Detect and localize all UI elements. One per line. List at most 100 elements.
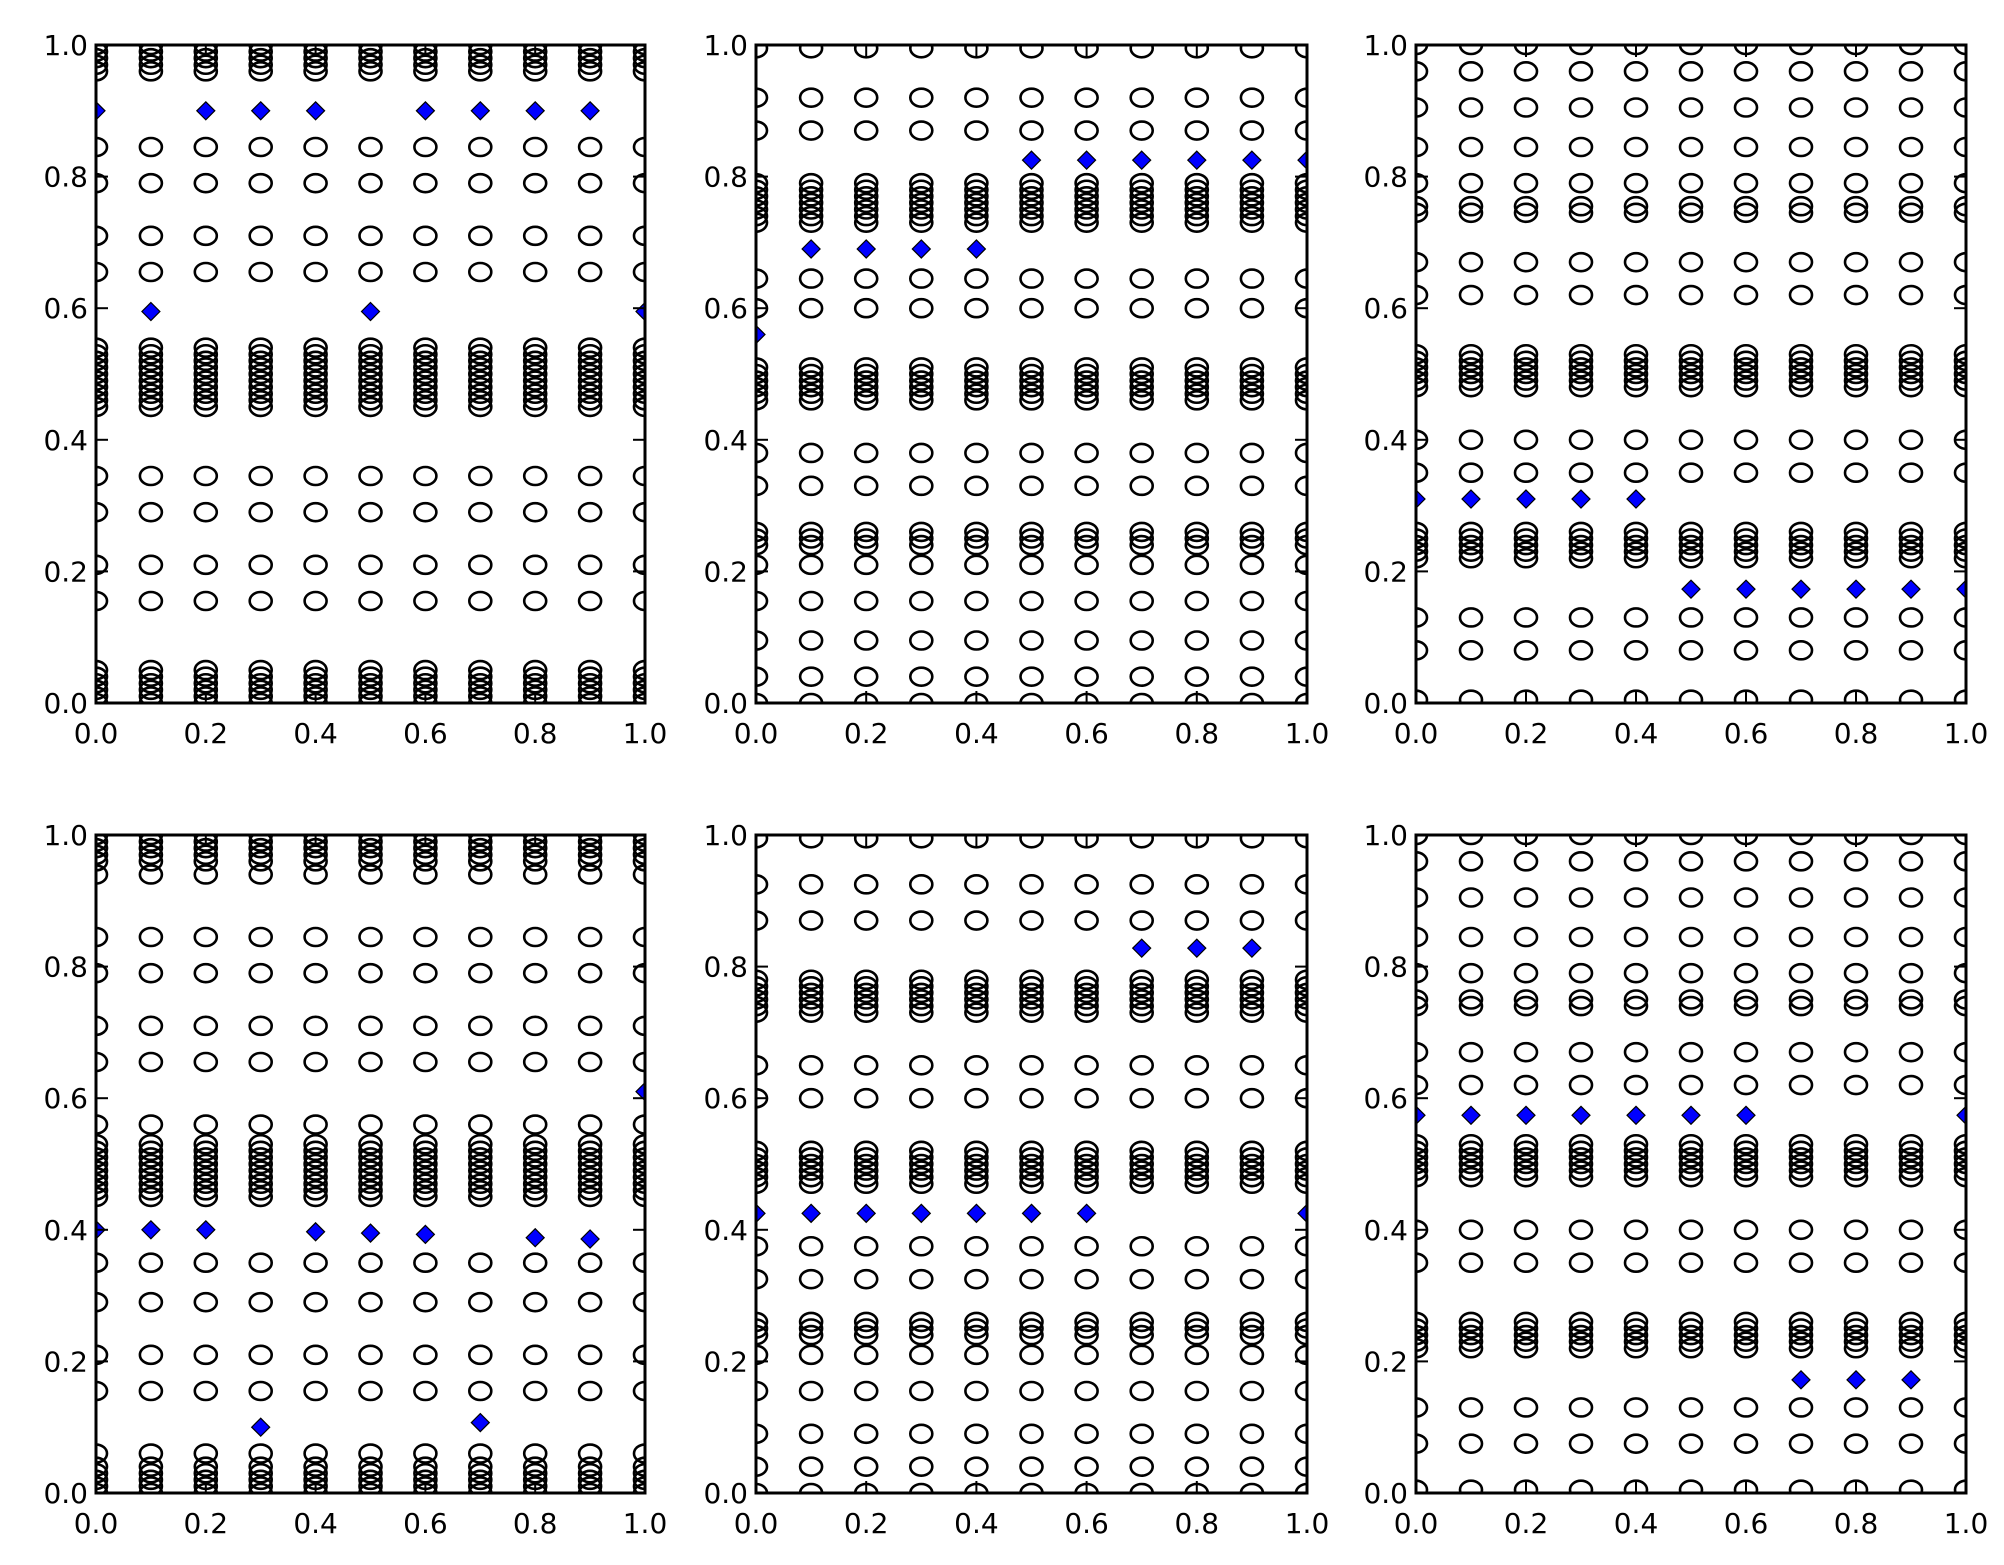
circle-marker [1843, 887, 1869, 908]
circle-marker [1074, 205, 1099, 227]
circle-marker [1568, 172, 1594, 194]
circle-marker [193, 1133, 219, 1155]
circle-marker [138, 1476, 164, 1493]
circle-marker [798, 363, 824, 385]
circle-marker [798, 390, 824, 411]
circle-marker [358, 659, 383, 681]
circle-marker [1416, 995, 1429, 1017]
circle-marker [798, 1380, 824, 1402]
circle-marker [138, 54, 164, 76]
circle-marker [303, 1173, 328, 1195]
circle-marker [1623, 1252, 1649, 1273]
circle-marker [853, 442, 879, 464]
circle-marker [1019, 1344, 1044, 1366]
circle-marker [577, 376, 603, 398]
circle-marker [964, 630, 989, 651]
circle-marker [1788, 1324, 1814, 1346]
circle-marker [1019, 982, 1044, 1004]
circle-marker [577, 47, 603, 69]
circle-marker [853, 192, 879, 214]
circle-marker [1898, 462, 1924, 484]
circle-marker [467, 1173, 493, 1195]
circle-marker [193, 590, 219, 612]
circle-marker [1019, 205, 1044, 227]
y-tick-label: 0.4 [1363, 1214, 1408, 1247]
circle-marker [1898, 251, 1924, 273]
circle-marker [964, 528, 989, 549]
circle-marker [632, 337, 645, 358]
circle-marker [193, 343, 219, 365]
circle-marker [467, 666, 493, 687]
diamond-marker [911, 1203, 932, 1224]
circle-marker [756, 1380, 769, 1402]
circle-marker [1184, 383, 1210, 405]
circle-marker [1843, 376, 1869, 398]
circle-marker [1239, 390, 1265, 411]
circle-marker [1458, 1166, 1484, 1188]
circle-marker [1416, 926, 1429, 948]
circle-marker [248, 1462, 274, 1484]
diamond-marker [801, 1203, 821, 1224]
circle-marker [1623, 376, 1649, 398]
circle-marker [756, 969, 769, 991]
circle-marker [1898, 1252, 1924, 1273]
circle-marker [1458, 1153, 1484, 1175]
circle-marker [1129, 554, 1154, 576]
circle-marker [193, 61, 219, 82]
circle-marker [1184, 192, 1210, 214]
circle-marker [798, 370, 824, 391]
circle-marker [798, 186, 824, 207]
circle-marker [1953, 1337, 1966, 1359]
circle-marker [798, 1160, 824, 1181]
circle-marker [1898, 1397, 1924, 1418]
circle-marker [798, 874, 824, 895]
circle-marker [358, 864, 383, 885]
circle-marker [1074, 363, 1099, 385]
circle-marker [756, 995, 769, 1017]
circle-marker [1733, 284, 1759, 306]
circle-marker [248, 1173, 274, 1195]
circle-marker [1184, 363, 1210, 385]
y-tick-label: 0.2 [1363, 555, 1408, 588]
circle-marker [964, 590, 989, 612]
circle-marker [1678, 45, 1704, 56]
circle-marker [467, 357, 493, 378]
circle-marker [1074, 666, 1099, 687]
circle-marker [1416, 528, 1429, 549]
circle-marker [1953, 1147, 1966, 1168]
circle-marker [1513, 1397, 1539, 1418]
circle-marker [1416, 1337, 1429, 1359]
circle-marker [1074, 297, 1099, 319]
circle-marker [756, 370, 769, 391]
circle-marker [1074, 982, 1099, 1004]
circle-marker [908, 1380, 934, 1402]
circle-marker [1129, 1311, 1154, 1333]
circle-marker [908, 383, 934, 405]
circle-marker [1129, 1087, 1154, 1109]
circle-marker [1019, 1153, 1044, 1175]
circle-marker [1239, 692, 1265, 703]
circle-marker [1458, 370, 1484, 391]
circle-marker [522, 1476, 548, 1493]
circle-marker [1416, 851, 1429, 872]
circle-marker [798, 1055, 824, 1076]
circle-marker [798, 666, 824, 687]
circle-marker [798, 1324, 824, 1346]
circle-marker [1239, 363, 1265, 385]
circle-marker [1513, 640, 1539, 661]
circle-marker [964, 205, 989, 227]
circle-marker [1953, 1133, 1966, 1155]
circle-marker [413, 1180, 438, 1201]
circle-marker [1733, 1166, 1759, 1188]
circle-marker [1239, 982, 1265, 1004]
circle-marker [248, 851, 274, 872]
y-tick-label: 0.2 [43, 1345, 88, 1378]
circle-marker [908, 590, 934, 612]
circle-marker [577, 45, 603, 62]
circle-marker [1239, 590, 1265, 612]
circle-marker [853, 297, 879, 319]
circle-marker [964, 976, 989, 997]
circle-marker [756, 383, 769, 405]
circle-marker [522, 225, 548, 247]
circle-marker [1184, 212, 1210, 233]
